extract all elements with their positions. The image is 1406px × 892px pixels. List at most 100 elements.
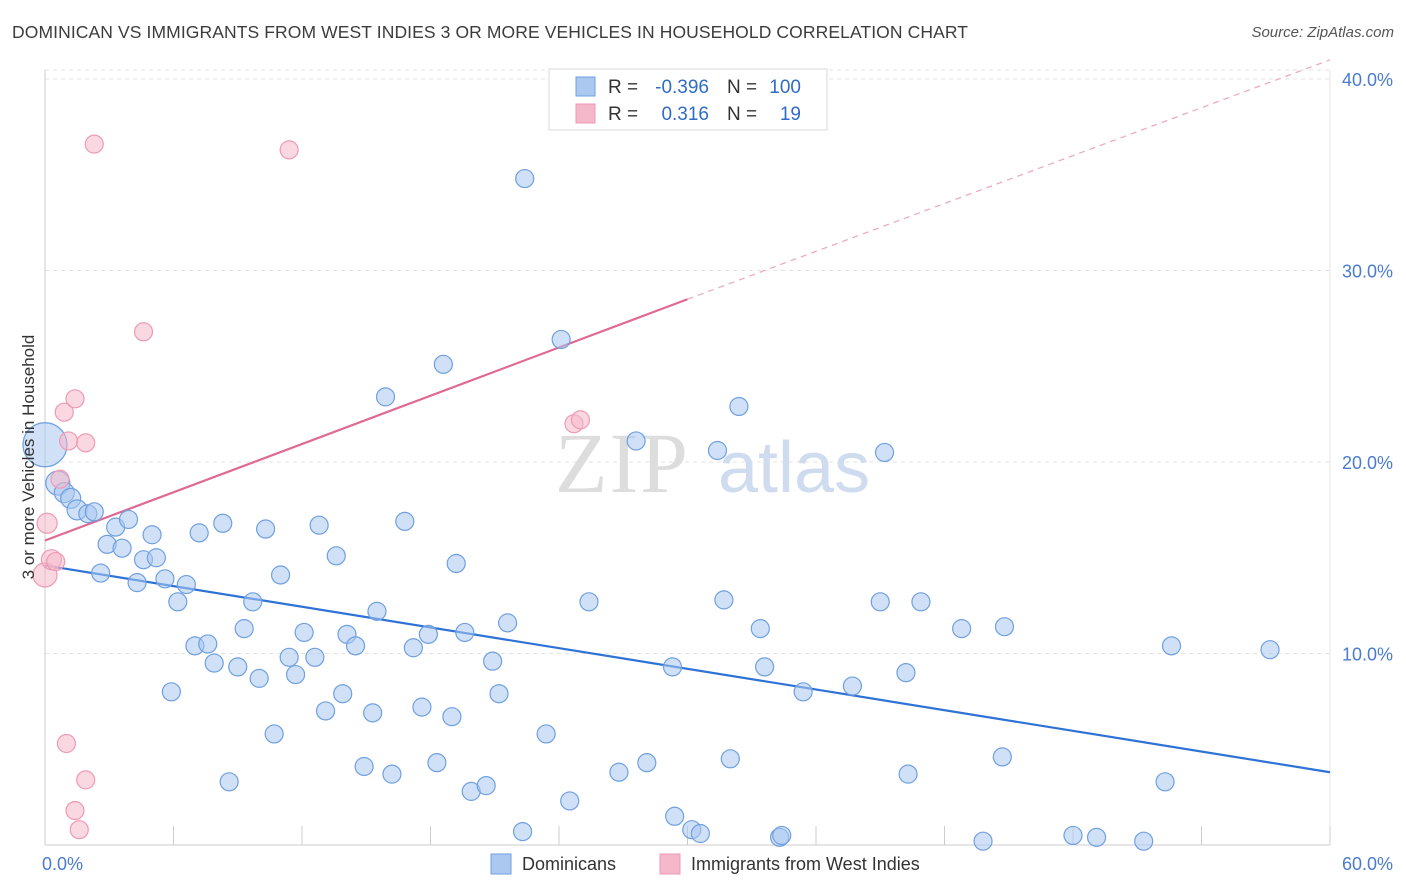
point-dominicans-99 [1260, 640, 1280, 660]
point-dominicans-78 [729, 396, 749, 417]
point-dominicans-54 [442, 707, 462, 727]
point-dominicans-66 [560, 791, 580, 811]
bottom-legend-swatch-dominicans [490, 853, 512, 875]
point-west-indies-3 [46, 551, 66, 572]
point-dominicans-37 [309, 515, 329, 535]
point-dominicans-19 [176, 574, 196, 595]
point-dominicans-62 [512, 821, 533, 842]
point-dominicans-95 [1086, 827, 1107, 847]
bottom-legend-label-dominicans: Dominicans [522, 854, 616, 874]
legend-n-label-1: N = [727, 77, 757, 98]
point-dominicans-83 [793, 682, 813, 702]
point-dominicans-33 [279, 647, 299, 667]
point-dominicans-71 [662, 657, 683, 677]
point-dominicans-97 [1155, 772, 1175, 792]
point-dominicans-22 [198, 634, 218, 654]
point-dominicans-44 [363, 703, 383, 723]
point-dominicans-23 [204, 653, 224, 673]
point-dominicans-98 [1161, 636, 1182, 656]
point-dominicans-43 [354, 756, 374, 777]
point-west-indies-15 [279, 140, 299, 160]
point-west-indies-14 [133, 322, 154, 342]
point-dominicans-56 [455, 622, 475, 643]
point-dominicans-25 [219, 772, 239, 792]
point-dominicans-69 [626, 431, 646, 451]
point-dominicans-93 [994, 617, 1015, 637]
point-dominicans-52 [427, 753, 447, 773]
point-dominicans-77 [720, 749, 740, 769]
point-dominicans-84 [842, 676, 863, 696]
point-dominicans-91 [973, 831, 993, 851]
source-label: Source: ZipAtlas.com [1251, 24, 1394, 41]
bottom-legend-swatch-west-indies [659, 853, 681, 875]
point-dominicans-96 [1134, 831, 1154, 851]
legend-r-value-2: 0.316 [661, 104, 709, 125]
point-dominicans-31 [264, 724, 284, 744]
point-dominicans-49 [403, 638, 423, 658]
y-tick-labels: 10.0% 20.0% 30.0% 40.0% [1342, 70, 1393, 665]
chart-title: DOMINICAN VS IMMIGRANTS FROM WEST INDIES… [12, 22, 969, 42]
point-dominicans-74 [690, 823, 710, 844]
point-dominicans-87 [896, 663, 916, 683]
legend-n-value-2: 19 [780, 104, 801, 125]
point-dominicans-72 [665, 806, 685, 826]
point-dominicans-50 [412, 697, 432, 717]
point-dominicans-30 [255, 519, 276, 539]
point-dominicans-70 [637, 753, 657, 773]
point-west-indies-9 [65, 800, 85, 821]
point-dominicans-14 [142, 525, 162, 545]
point-dominicans-17 [161, 682, 181, 702]
legend-r-label-2: R = [608, 104, 638, 125]
point-dominicans-24 [213, 513, 233, 533]
point-dominicans-86 [874, 442, 895, 463]
point-west-indies-6 [56, 733, 77, 754]
point-dominicans-92 [992, 747, 1012, 767]
trend-line-west-indies [44, 298, 688, 542]
point-dominicans-10 [112, 538, 132, 558]
point-dominicans-79 [750, 619, 770, 639]
point-dominicans-28 [243, 592, 263, 612]
x-tick-label-1: 60.0% [1342, 854, 1393, 874]
point-west-indies-12 [76, 770, 96, 790]
legend-n-value-1: 100 [769, 77, 801, 98]
point-dominicans-36 [305, 647, 325, 667]
bottom-legend-label-west-indies: Immigrants from West Indies [691, 854, 920, 874]
point-dominicans-29 [249, 668, 269, 688]
point-dominicans-38 [315, 701, 336, 721]
grid-lines [45, 69, 1330, 654]
point-dominicans-40 [333, 684, 353, 704]
point-dominicans-63 [515, 168, 535, 189]
point-dominicans-47 [382, 764, 402, 784]
legend-r-value-1: -0.396 [655, 77, 709, 98]
legend: R = -0.396 N = 100 R = 0.316 N = 19 [548, 68, 828, 131]
point-dominicans-12 [127, 573, 147, 593]
y-tick-label-3: 40.0% [1342, 70, 1393, 90]
point-dominicans-45 [367, 601, 387, 621]
point-dominicans-42 [345, 636, 366, 656]
trend-line-west-indies-extension [687, 59, 1331, 300]
watermark-atlas: atlas [718, 428, 870, 508]
point-dominicans-60 [489, 684, 509, 704]
legend-r-label-1: R = [608, 77, 638, 98]
point-dominicans-58 [476, 776, 496, 796]
point-west-indies-4 [50, 469, 70, 489]
y-tick-label-2: 30.0% [1342, 262, 1393, 282]
point-dominicans-61 [498, 613, 518, 633]
point-dominicans-6 [84, 502, 104, 522]
x-tick-labels: 0.0% 60.0% [42, 854, 1393, 874]
y-tick-label-0: 10.0% [1342, 645, 1393, 665]
point-dominicans-88 [898, 764, 918, 784]
y-tick-label-1: 20.0% [1342, 453, 1393, 473]
legend-swatch-west-indies [575, 103, 596, 124]
point-dominicans-67 [579, 592, 599, 612]
point-dominicans-53 [433, 354, 453, 374]
point-dominicans-32 [270, 565, 291, 585]
point-dominicans-11 [118, 509, 139, 530]
point-west-indies-7 [58, 431, 79, 451]
data-points [22, 134, 1280, 851]
point-dominicans-76 [714, 590, 734, 610]
point-dominicans-94 [1063, 825, 1083, 846]
point-dominicans-55 [446, 553, 466, 574]
point-dominicans-27 [234, 619, 254, 639]
